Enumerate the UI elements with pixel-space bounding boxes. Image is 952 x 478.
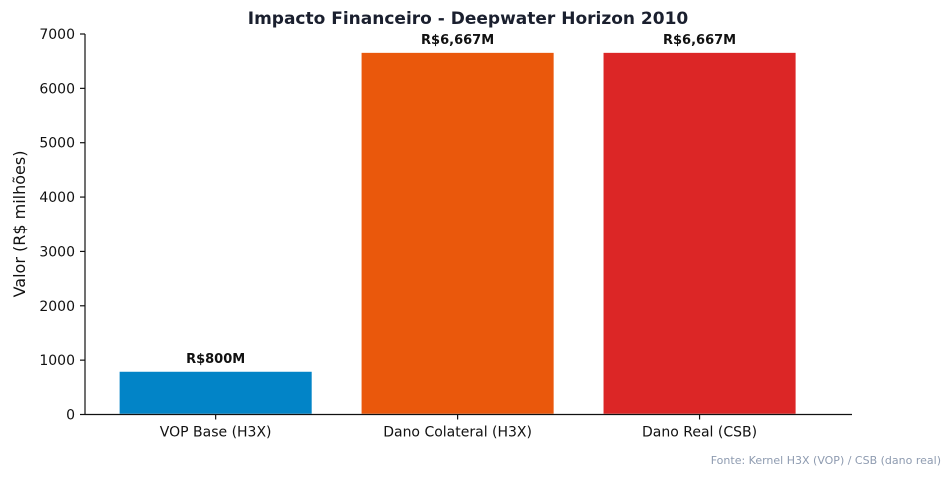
y-tick-label: 7000	[39, 27, 75, 43]
bar-data-label: R$6,667M	[421, 33, 494, 48]
y-tick-label: 1000	[39, 353, 75, 369]
bar	[118, 370, 314, 416]
x-tick-label: Dano Real (CSB)	[642, 425, 757, 441]
y-tick-label: 3000	[39, 244, 75, 260]
x-axis-ticks: VOP Base (H3X) Dano Colateral (H3X) Dano R…	[160, 414, 757, 441]
bar	[602, 51, 798, 416]
y-tick-label: 6000	[39, 81, 75, 97]
bar	[360, 51, 556, 416]
x-tick-label: Dano Colateral (H3X)	[383, 425, 532, 441]
source-footnote: Fonte: Kernel H3X (VOP) / CSB (dano real…	[711, 454, 941, 467]
bars-group	[118, 51, 798, 416]
y-tick-label: 5000	[39, 136, 75, 152]
y-tick-label: 4000	[39, 190, 75, 206]
bar-data-label: R$800M	[186, 352, 245, 367]
y-tick-label: 2000	[39, 299, 75, 315]
y-axis-ticks: 0 1000 2000 3000 4000 5000 6000 7000	[39, 27, 85, 424]
x-tick-label: VOP Base (H3X)	[160, 425, 272, 441]
y-axis-label: Valor (R$ milhões)	[10, 151, 29, 298]
data-labels-group: R$800M R$6,667M R$6,667M	[186, 33, 736, 367]
y-tick-label: 0	[66, 408, 75, 424]
bar-data-label: R$6,667M	[663, 33, 736, 48]
chart-title: Impacto Financeiro - Deepwater Horizon 2…	[248, 9, 689, 29]
